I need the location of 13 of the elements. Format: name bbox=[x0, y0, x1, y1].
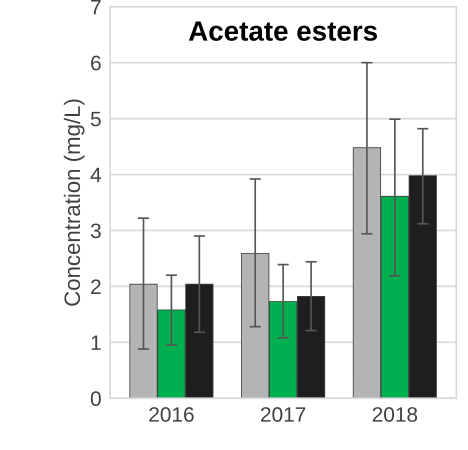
y-tick-label: 4 bbox=[90, 168, 102, 182]
y-tick-label: 7 bbox=[91, 0, 101, 14]
x-tick-label: 2017 bbox=[261, 407, 306, 422]
y-tick-label: 0 bbox=[90, 391, 101, 406]
y-tick-label: 3 bbox=[90, 223, 101, 238]
y-tick-label: 1 bbox=[92, 336, 101, 350]
y-tick-label: 6 bbox=[91, 56, 101, 70]
y-axis-title: Concentration (mg/L) bbox=[64, 100, 85, 306]
y-tick-label: 2 bbox=[91, 279, 101, 294]
y-tick-label: 5 bbox=[90, 112, 101, 126]
x-tick-label: 2018 bbox=[372, 407, 418, 422]
x-tick-label: 2016 bbox=[149, 407, 194, 422]
chart-title: Acetate esters bbox=[188, 21, 377, 41]
